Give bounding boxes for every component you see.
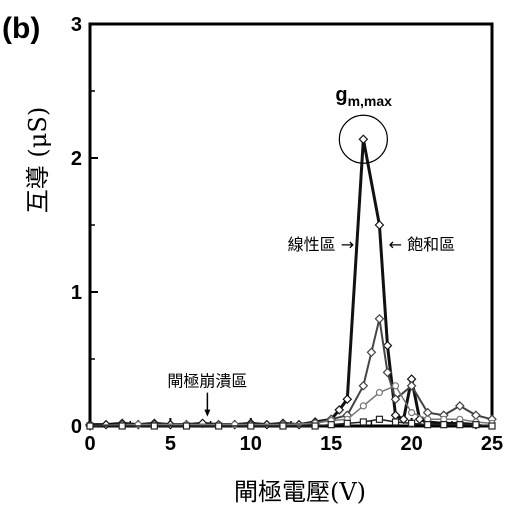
data-point [366, 347, 377, 358]
data-point [454, 401, 465, 411]
data-point [382, 340, 393, 351]
x-tick-label: 5 [165, 433, 176, 455]
x-tick-label: 0 [84, 433, 95, 455]
data-point [311, 422, 319, 430]
data-point [334, 405, 345, 415]
data-point [359, 418, 367, 426]
y-tick-label: 0 [71, 416, 82, 438]
data-point [424, 421, 432, 429]
y-axis-title: 互導 (μS) [24, 107, 52, 213]
series-line [89, 385, 493, 427]
x-tick-label: 10 [240, 433, 262, 455]
data-point [86, 422, 94, 430]
data-point [342, 394, 353, 405]
series-layer [85, 134, 497, 431]
data-point [375, 388, 384, 397]
data-point [456, 421, 464, 429]
data-point [358, 134, 369, 145]
data-point [391, 382, 400, 390]
x-axis-title: 閘極電壓(V) [234, 478, 366, 506]
data-point [406, 380, 417, 391]
data-point [182, 422, 191, 430]
data-point [471, 410, 481, 421]
data-point [343, 419, 351, 427]
data-point [374, 220, 385, 230]
series-line [90, 137, 477, 427]
x-tick-label: 25 [481, 433, 503, 455]
data-point [118, 422, 126, 430]
data-point [231, 421, 239, 429]
data-point [359, 402, 367, 410]
x-tick-label: 20 [400, 433, 422, 455]
data-point [382, 367, 393, 378]
linear-region-label: 線性區 → [288, 235, 355, 254]
saturation-region-label: ← 飽和區 [389, 235, 456, 254]
data-point [375, 415, 384, 423]
plot-axes [88, 22, 494, 428]
panel-label: (b) [2, 12, 40, 45]
data-point [408, 419, 416, 427]
gm-max-label: gm,max [335, 84, 392, 109]
gm-max-label-main: g [335, 84, 347, 106]
gate-breakdown-label: 閘極崩潰區 [167, 372, 247, 391]
data-point [440, 421, 448, 429]
gate-breakdown-arrow-head [204, 409, 211, 417]
series-line [89, 317, 493, 427]
data-point [134, 421, 142, 429]
gm-max-circle [338, 114, 388, 164]
y-tick-label: 1 [71, 282, 82, 304]
data-point [472, 421, 480, 429]
data-point [391, 418, 400, 426]
data-point [215, 422, 223, 430]
series-4 [86, 415, 496, 430]
series-1 [85, 134, 481, 430]
data-point [374, 313, 385, 324]
data-point [327, 421, 335, 429]
data-point [408, 409, 416, 417]
data-point [390, 394, 401, 405]
y-tick-label: 3 [71, 14, 82, 36]
gm-max-label-sub: m,max [348, 93, 393, 109]
data-point [150, 422, 158, 430]
y-tick-label: 2 [71, 148, 82, 170]
plot-frame [88, 22, 494, 428]
x-tick-label: 15 [320, 433, 342, 455]
series-2 [85, 313, 497, 431]
data-point [279, 422, 287, 430]
data-point [247, 422, 255, 430]
data-point [488, 422, 496, 430]
data-point [358, 380, 369, 391]
